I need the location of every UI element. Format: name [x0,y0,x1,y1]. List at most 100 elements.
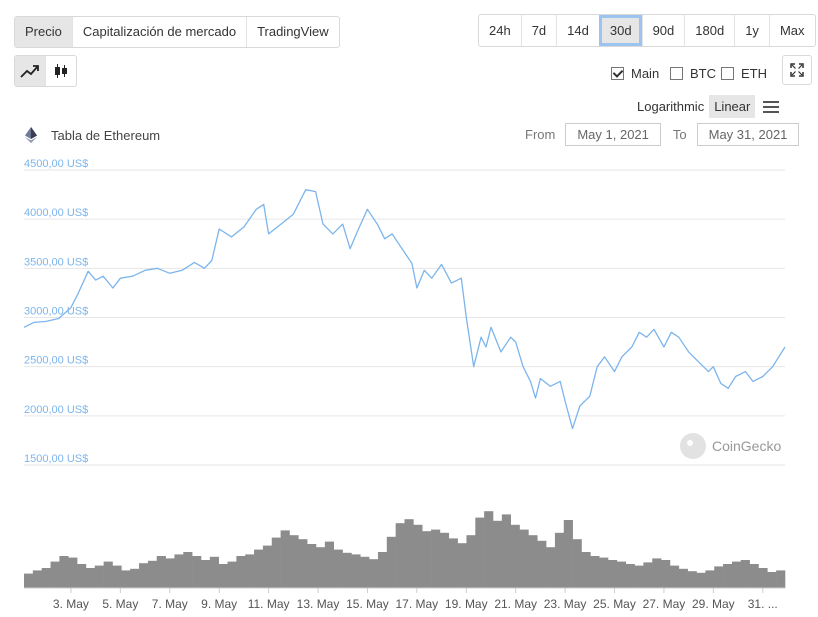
volume-bar [192,556,202,588]
eth-toggle[interactable]: ETH [721,66,767,81]
main-checkbox[interactable] [611,67,624,80]
y-tick-label: 4000,00 US$ [24,207,88,219]
price-line [23,189,786,430]
scale-toggle: Logarithmic Linear [632,95,780,118]
volume-bar [484,511,494,588]
volume-bar [139,563,149,588]
volume-bar [245,554,255,588]
volume-bar [262,545,273,588]
volume-bar [422,531,432,588]
range-14d-button[interactable]: 14d [556,15,599,46]
volume-bar [121,570,131,588]
grid-lines [24,169,785,466]
menu-icon[interactable] [763,98,780,116]
tab-group: Precio Capitalización de mercado Trading… [14,16,340,48]
volume-bar [749,564,759,588]
x-tick-label: 21. May [494,597,537,611]
tab-tradingview[interactable]: TradingView [246,17,339,47]
range-90d-button[interactable]: 90d [641,15,685,46]
y-tick-label: 2000,00 US$ [24,404,88,416]
btc-label: BTC [690,66,716,81]
volume-bar [324,541,335,588]
from-date-input[interactable]: May 1, 2021 [565,123,661,146]
volume-bar [218,564,228,588]
linear-button[interactable]: Linear [709,95,756,118]
line-chart-button[interactable] [15,56,45,86]
volume-bar [369,559,379,588]
x-tick-label: 5. May [102,597,138,611]
volume-bar [519,529,529,588]
volume-bar [608,560,618,588]
range-24h-button[interactable]: 24h [489,23,511,38]
tab-market-cap[interactable]: Capitalización de mercado [71,17,246,47]
candlestick-icon [55,64,67,78]
eth-checkbox[interactable] [721,67,734,80]
volume-bar [678,568,688,588]
volume-bar [298,539,308,588]
volume-bar [174,554,184,588]
y-tick-label: 1500,00 US$ [24,453,88,465]
volume-bar [572,539,582,588]
volume-bar [696,572,706,588]
x-tick-label: 13. May [297,597,340,611]
volume-bar [643,562,653,588]
range-180d-button[interactable]: 180d [684,15,734,46]
logarithmic-button[interactable]: Logarithmic [637,99,705,114]
btc-checkbox[interactable] [670,67,683,80]
volume-bar [740,560,750,588]
volume-bar [386,536,396,588]
x-tick-label: 29. May [692,597,735,611]
fullscreen-button[interactable] [782,55,812,85]
from-label: From [525,127,556,142]
volume-bar [77,564,87,588]
y-tick-label: 4500,00 US$ [24,158,88,170]
tab-price[interactable]: Precio [15,17,72,47]
volume-bar [510,524,520,588]
volume-bar [466,535,476,588]
expand-icon [790,63,804,77]
volume-bar [439,532,450,588]
x-tick-label: 25. May [593,597,636,611]
watermark-text: CoinGecko [712,438,781,454]
volume-bar [254,549,264,588]
gecko-eye [687,440,693,446]
candlestick-chart-button[interactable] [45,56,76,86]
volume-bar [147,560,158,588]
to-date-input[interactable]: May 31, 2021 [696,123,800,146]
volume-bar [351,554,361,588]
coingecko-watermark: CoinGecko [680,433,781,459]
volume-bar [448,538,458,588]
volume-bar [669,565,680,588]
volume-bar [94,565,104,588]
x-tick-label: 31. ... [748,597,778,611]
x-tick-label: 19. May [445,597,488,611]
volume-bar [776,570,786,588]
volume-bar [103,561,113,588]
date-range: From May 1, 2021 To May 31, 2021 [525,123,800,146]
range-7d-button[interactable]: 7d [520,15,556,46]
volume-bar [413,524,423,588]
ethereum-icon [25,127,37,143]
x-tick-label: 7. May [152,597,188,611]
range-1y-button[interactable]: 1y [734,15,769,46]
volume-bar [599,557,609,588]
btc-toggle[interactable]: BTC [670,66,716,81]
volume-bar [377,552,388,588]
volume-bar [395,523,405,588]
x-tick-label: 3. May [53,597,89,611]
main-label: Main [631,66,660,81]
volume-bar [625,564,635,588]
range-30d-button[interactable]: 30d [598,15,642,46]
volume-bar [307,544,317,588]
volume-bar [59,556,69,588]
volume-bar [758,568,768,588]
volume-bar [537,540,547,588]
volume-bar [528,535,538,588]
range-max-button[interactable]: Max [768,15,815,46]
main-toggle[interactable]: Main [611,66,659,81]
volume-bar [457,543,467,588]
volume-bar [581,552,591,588]
volume-bar [156,556,166,588]
x-axis-labels: 3. May 5. May 7. May 9. May 11. May 13. May 15… [53,588,778,611]
volume-bar [546,547,556,588]
